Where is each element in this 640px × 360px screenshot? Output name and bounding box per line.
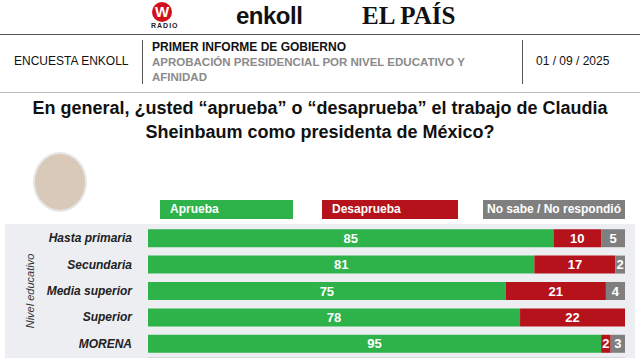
svg-text:Media superior: Media superior [47,284,134,298]
html-text:PRIMER INFORME DE GOBIERNO: PRIMER INFORME DE GOBIERNO [152,40,346,54]
svg-text:22: 22 [565,310,579,325]
svg-text:2: 2 [602,336,609,351]
svg-text:Secundaria: Secundaria [67,258,132,272]
svg-text:MORENA: MORENA [79,337,132,351]
svg-text:3: 3 [614,336,621,351]
svg-text:5: 5 [609,231,616,246]
svg-text:81: 81 [334,257,348,272]
svg-text:17: 17 [568,257,582,272]
svg-text:78: 78 [327,310,341,325]
html-text:No sabe / No respondió: No sabe / No respondió [487,202,621,216]
svg-text:10: 10 [570,231,584,246]
svg-text:Superior: Superior [83,310,134,324]
html-text:APROBACIÓN PRESIDENCIAL POR NI: APROBACIÓN PRESIDENCIAL POR NIVEL EDUCAT… [152,56,465,83]
html-text:W: W [154,3,170,20]
html-text:ENCUESTA ENKOLL: ENCUESTA ENKOLL [14,54,129,68]
html-text:enkoll: enkoll [236,2,303,29]
svg-text:2: 2 [617,257,624,272]
html-text:En general, ¿usted “aprueba” o: En general, ¿usted “aprueba” o “desaprue… [32,98,608,142]
svg-text:21: 21 [549,284,563,299]
html-text:EL PAÍS: EL PAÍS [362,2,456,29]
html-text:Desaprueba: Desaprueba [332,202,401,216]
svg-text:75: 75 [320,284,334,299]
svg-text:85: 85 [343,231,357,246]
svg-text:Nivel educativo: Nivel educativo [24,254,36,329]
svg-text:Hasta primaria: Hasta primaria [49,231,133,245]
html-text:01 / 09 / 2025: 01 / 09 / 2025 [536,54,610,68]
svg-text:4: 4 [612,284,620,299]
svg-text:95: 95 [367,336,381,351]
html-text:Aprueba: Aprueba [170,202,219,216]
html-text:RADIO: RADIO [151,22,179,29]
